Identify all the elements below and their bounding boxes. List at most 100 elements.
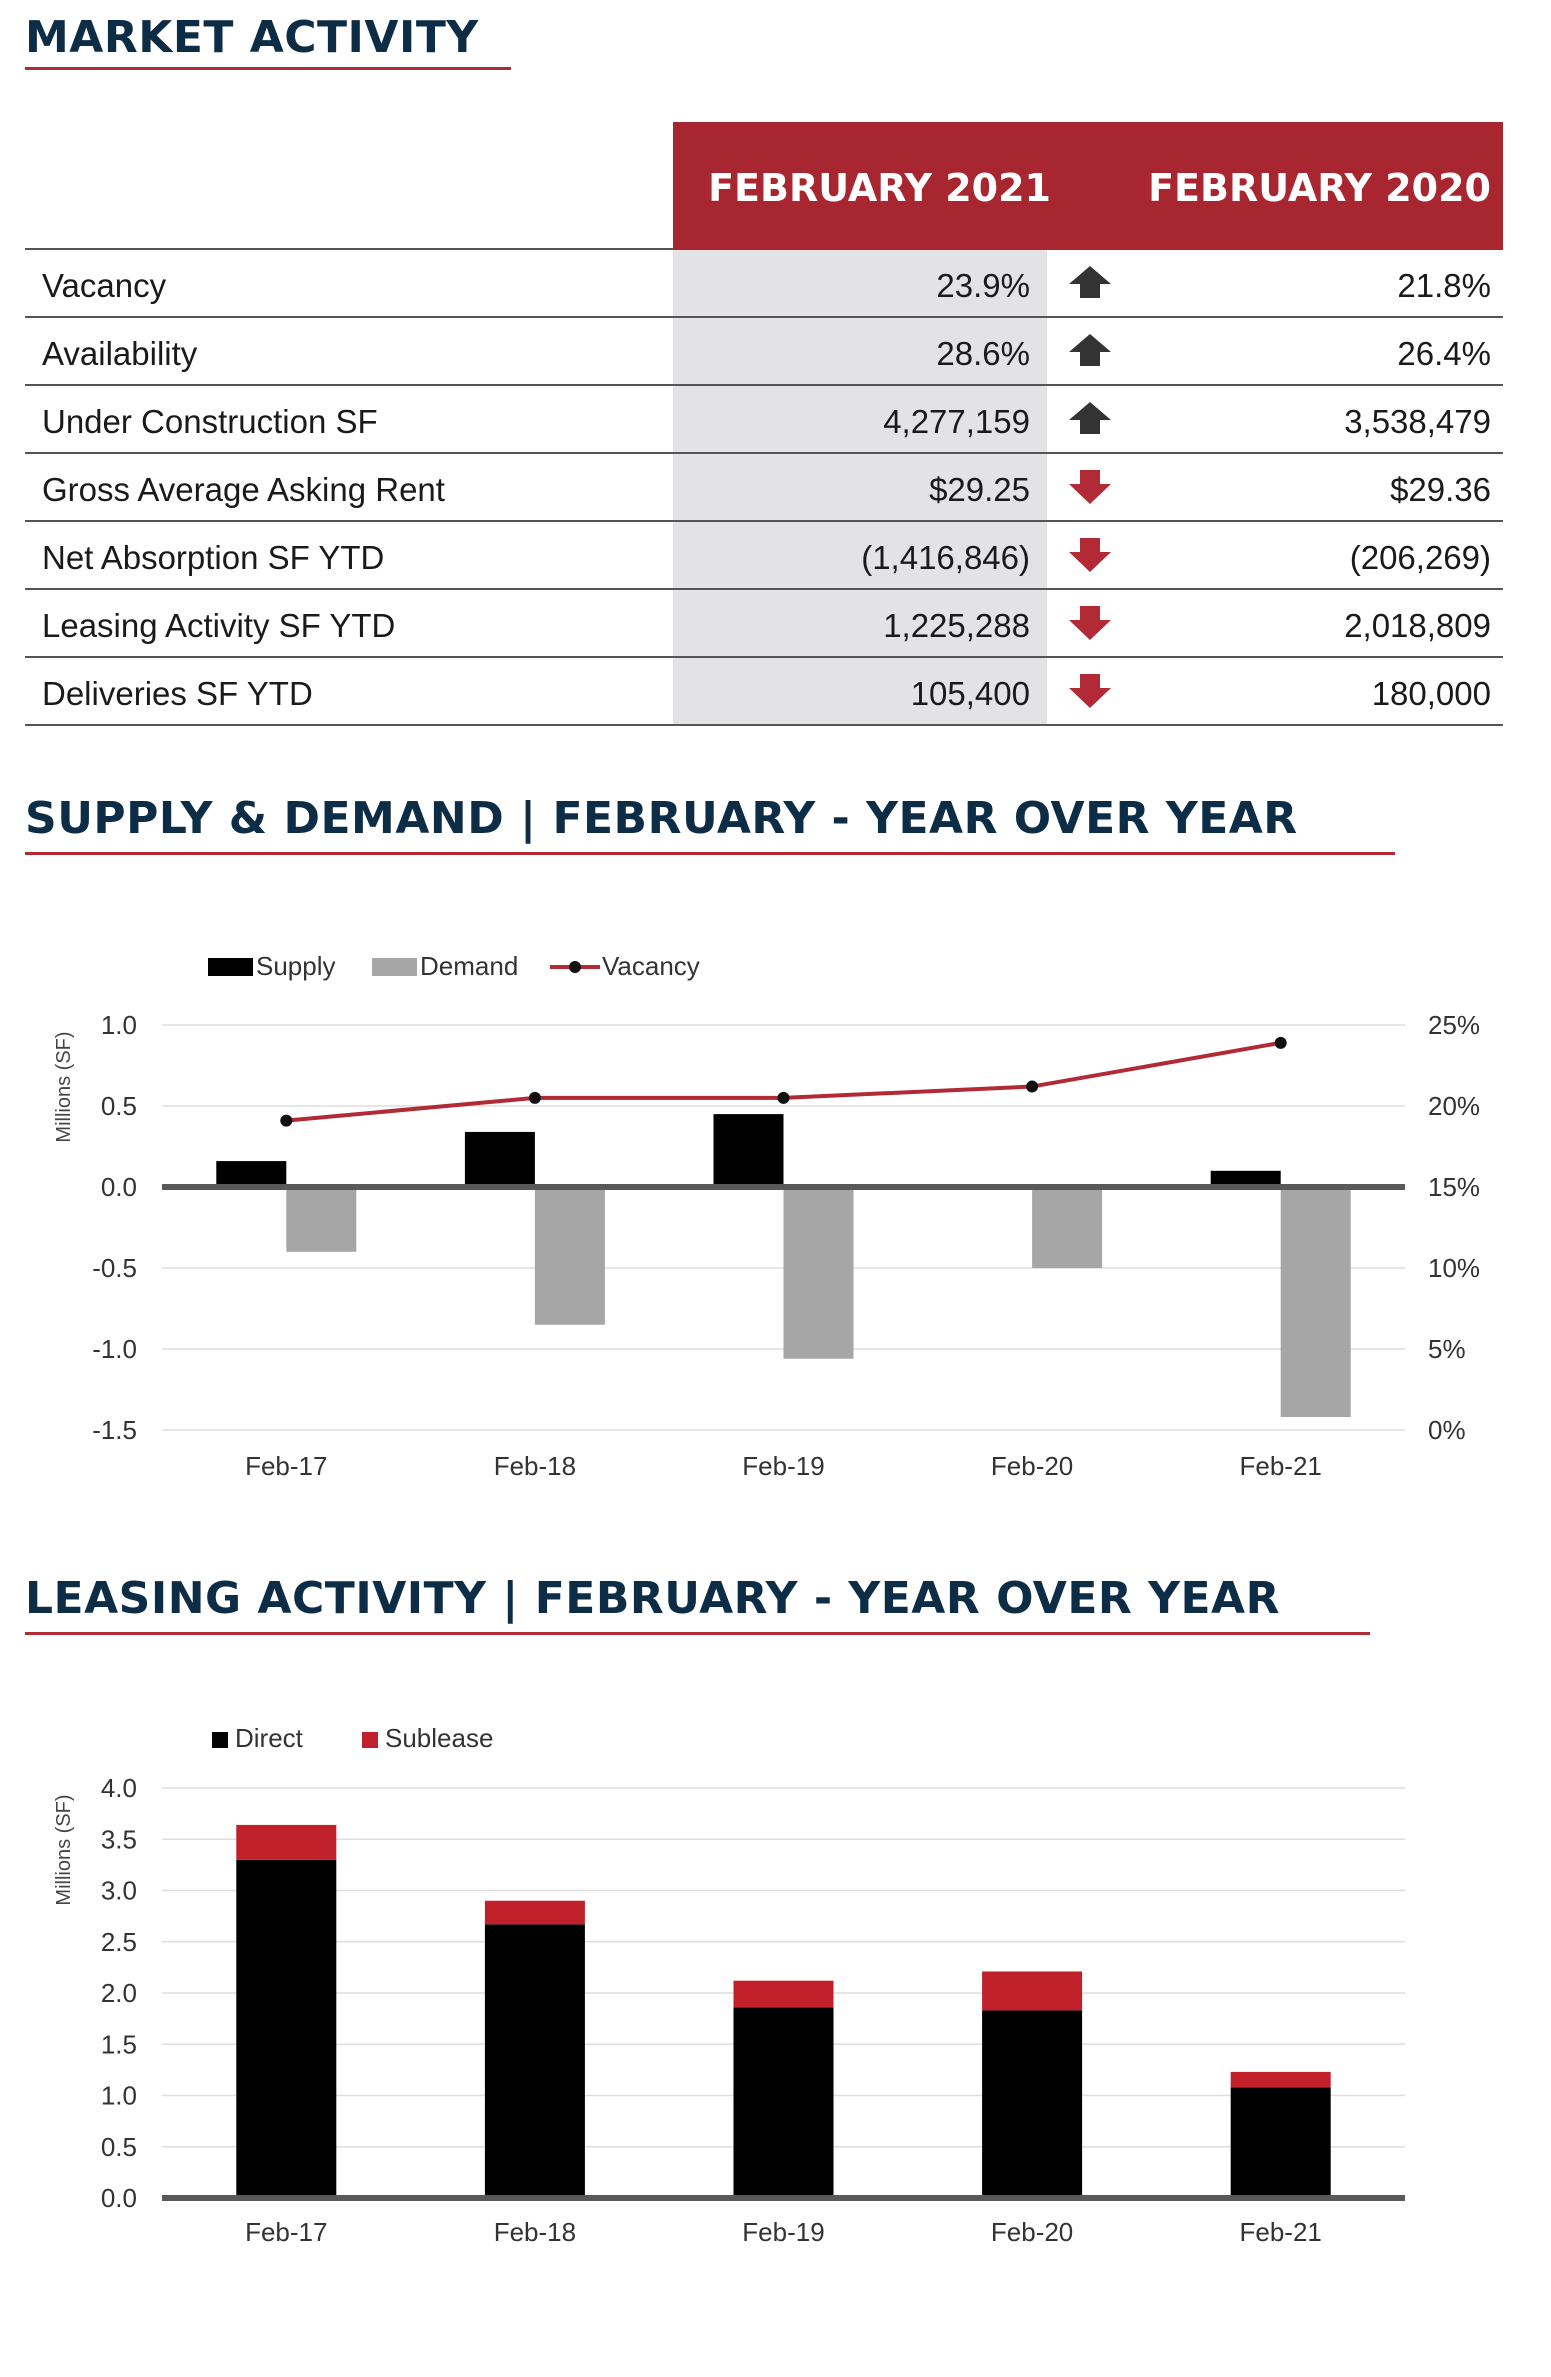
vacancy-line bbox=[286, 1043, 1280, 1121]
arrow-up-icon bbox=[1067, 330, 1113, 370]
supply-demand-chart: 1.0 0.5 0.0 -0.5 -1.0 -1.5 25% 20% 15% 10% 5% 0% Mil… bbox=[0, 930, 1551, 1510]
supply-demand-title-underline bbox=[25, 852, 1395, 855]
market-activity-table: FEBRUARY 2021 FEBRUARY 2020 Vacancy 23.9%… bbox=[25, 122, 1503, 726]
arrow-up-icon bbox=[1067, 398, 1113, 438]
feb-2021-value: 23.9% bbox=[673, 267, 1030, 305]
vacancy-point bbox=[529, 1092, 541, 1104]
feb-2020-value: 3,538,479 bbox=[1125, 403, 1491, 441]
table-row: Leasing Activity SF YTD 1,225,288 2,018,80… bbox=[25, 590, 1503, 658]
direct-bar bbox=[982, 2010, 1082, 2198]
y2-tick-label: 25% bbox=[1428, 1010, 1480, 1040]
arrow-up-icon bbox=[1067, 262, 1113, 302]
legend-swatch-demand bbox=[372, 958, 417, 976]
row-label: Net Absorption SF YTD bbox=[42, 539, 384, 577]
feb-2020-value: 26.4% bbox=[1125, 335, 1491, 373]
demand-bar bbox=[286, 1187, 356, 1252]
legend-label-sublease: Sublease bbox=[385, 1723, 493, 1753]
y2-tick-label: 10% bbox=[1428, 1253, 1480, 1283]
arrow-down-icon bbox=[1067, 670, 1113, 710]
x-tick-label: Feb-18 bbox=[494, 1451, 576, 1481]
x-tick-label: Feb-21 bbox=[1240, 2217, 1322, 2247]
y-tick-label: -1.0 bbox=[92, 1334, 137, 1364]
y2-tick-label: 15% bbox=[1428, 1172, 1480, 1202]
feb-2020-value: 2,018,809 bbox=[1125, 607, 1491, 645]
feb-2020-value: (206,269) bbox=[1125, 539, 1491, 577]
table-header: FEBRUARY 2021 FEBRUARY 2020 bbox=[25, 122, 1503, 250]
supply-demand-title: SUPPLY & DEMAND | FEBRUARY - YEAR OVER Y… bbox=[25, 793, 1298, 844]
y-tick-label: 0.0 bbox=[101, 1172, 137, 1202]
leasing-activity-title: LEASING ACTIVITY | FEBRUARY - YEAR OVER … bbox=[25, 1573, 1280, 1624]
direct-bar bbox=[734, 2007, 834, 2198]
legend-marker-vacancy bbox=[569, 961, 581, 973]
demand-bar bbox=[535, 1187, 605, 1325]
leasing-activity-title-underline bbox=[25, 1632, 1370, 1635]
y-tick-label: 0.5 bbox=[101, 1091, 137, 1121]
row-label: Availability bbox=[42, 335, 197, 373]
x-tick-label: Feb-17 bbox=[245, 1451, 327, 1481]
x-tick-label: Feb-19 bbox=[742, 1451, 824, 1481]
vacancy-point bbox=[778, 1092, 790, 1104]
table-row: Availability 28.6% 26.4% bbox=[25, 318, 1503, 386]
y-tick-label: -1.5 bbox=[92, 1415, 137, 1445]
y-tick-label: 3.0 bbox=[101, 1876, 137, 1906]
x-tick-label: Feb-21 bbox=[1240, 1451, 1322, 1481]
row-label: Gross Average Asking Rent bbox=[42, 471, 445, 509]
header-feb-2020: FEBRUARY 2020 bbox=[1130, 166, 1491, 210]
y2-tick-label: 20% bbox=[1428, 1091, 1480, 1121]
feb-2021-value: 1,225,288 bbox=[673, 607, 1030, 645]
y-tick-label: 1.0 bbox=[101, 2081, 137, 2111]
legend-label-vacancy: Vacancy bbox=[602, 951, 700, 981]
sublease-bar bbox=[485, 1901, 585, 1925]
y2-tick-label: 0% bbox=[1428, 1415, 1466, 1445]
row-label: Leasing Activity SF YTD bbox=[42, 607, 395, 645]
market-activity-title-underline bbox=[25, 67, 511, 70]
arrow-down-icon bbox=[1067, 466, 1113, 506]
table-row: Under Construction SF 4,277,159 3,538,479 bbox=[25, 386, 1503, 454]
leasing-activity-chart-svg: 4.03.53.02.52.01.51.00.50.0Millions (SF)… bbox=[0, 1700, 1551, 2270]
direct-bar bbox=[236, 1860, 336, 2198]
y2-tick-label: 5% bbox=[1428, 1334, 1466, 1364]
vacancy-point bbox=[1026, 1081, 1038, 1093]
leasing-activity-chart: 4.0 3.5 3.0 2.5 2.0 1.5 1.0 0.5 0.0 Millions (SF)… bbox=[0, 1700, 1551, 2270]
legend-label-direct: Direct bbox=[235, 1723, 304, 1753]
sublease-bar bbox=[236, 1825, 336, 1860]
feb-2021-value: $29.25 bbox=[673, 471, 1030, 509]
direct-bar bbox=[485, 1924, 585, 2198]
y-tick-label: -0.5 bbox=[92, 1253, 137, 1283]
x-tick-label: Feb-20 bbox=[991, 2217, 1073, 2247]
supply-bar bbox=[216, 1161, 286, 1187]
y-tick-label: 3.5 bbox=[101, 1824, 137, 1854]
demand-bar bbox=[1032, 1187, 1102, 1268]
demand-bar bbox=[1281, 1187, 1351, 1417]
sublease-bar bbox=[982, 1971, 1082, 2010]
legend-swatch-sublease bbox=[362, 1732, 378, 1748]
y-tick-label: 0.0 bbox=[101, 2183, 137, 2213]
arrow-down-icon bbox=[1067, 602, 1113, 642]
row-label: Deliveries SF YTD bbox=[42, 675, 313, 713]
table-row: Net Absorption SF YTD (1,416,846) (206,269… bbox=[25, 522, 1503, 590]
x-tick-label: Feb-18 bbox=[494, 2217, 576, 2247]
y-tick-label: 4.0 bbox=[101, 1773, 137, 1803]
legend-label-demand: Demand bbox=[420, 951, 518, 981]
table-row: Deliveries SF YTD 105,400 180,000 bbox=[25, 658, 1503, 726]
y-tick-label: 2.0 bbox=[101, 1978, 137, 2008]
arrow-down-icon bbox=[1067, 534, 1113, 574]
feb-2020-value: 21.8% bbox=[1125, 267, 1491, 305]
y-tick-label: 2.5 bbox=[101, 1927, 137, 1957]
supply-bar bbox=[714, 1114, 784, 1187]
legend-label-supply: Supply bbox=[256, 951, 336, 981]
feb-2021-value: 28.6% bbox=[673, 335, 1030, 373]
table-row: Vacancy 23.9% 21.8% bbox=[25, 250, 1503, 318]
x-tick-label: Feb-17 bbox=[245, 2217, 327, 2247]
supply-bar bbox=[465, 1132, 535, 1187]
market-activity-title: MARKET ACTIVITY bbox=[25, 12, 479, 63]
y-axis-label: Millions (SF) bbox=[53, 1794, 75, 1905]
row-label: Under Construction SF bbox=[42, 403, 378, 441]
table-row: Gross Average Asking Rent $29.25 $29.36 bbox=[25, 454, 1503, 522]
y-axis-label: Millions (SF) bbox=[53, 1031, 75, 1142]
sublease-bar bbox=[1231, 2072, 1331, 2087]
header-feb-2021: FEBRUARY 2021 bbox=[695, 166, 1051, 210]
legend-swatch-supply bbox=[208, 958, 253, 976]
row-label: Vacancy bbox=[42, 267, 166, 305]
y-tick-label: 0.5 bbox=[101, 2132, 137, 2162]
